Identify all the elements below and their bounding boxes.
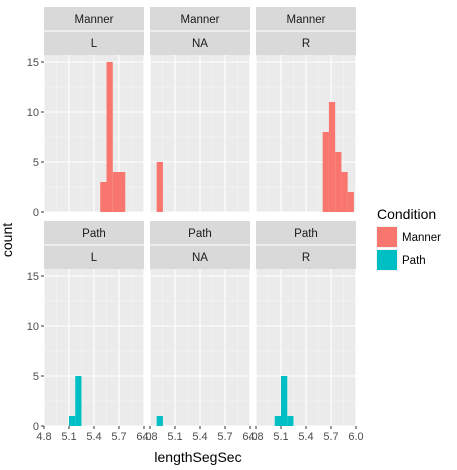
facet-row-label: Manner bbox=[75, 14, 114, 26]
y-tick-label: 10 bbox=[27, 107, 39, 119]
facet-col-label: R bbox=[302, 38, 310, 50]
facet-row-label: Manner bbox=[181, 14, 220, 26]
histogram-bar bbox=[112, 172, 119, 212]
x-tick-label: 5.4 bbox=[86, 431, 101, 443]
histogram-bar bbox=[119, 172, 126, 212]
histogram-bar bbox=[69, 416, 76, 426]
x-tick-label: 5.4 bbox=[298, 431, 313, 443]
facet-strip-col bbox=[256, 245, 356, 269]
legend-label: Manner bbox=[402, 232, 441, 244]
histogram-bar bbox=[322, 132, 329, 212]
x-tick-label: 4.8 bbox=[36, 431, 51, 443]
y-tick-label: 10 bbox=[27, 321, 39, 333]
y-tick-label: 15 bbox=[27, 271, 39, 283]
histogram-bar bbox=[106, 62, 113, 212]
panels-layer: Manner L Manner NA Manner R Path L Path NA Path R bbox=[43, 7, 357, 427]
facet-strip-row bbox=[256, 7, 356, 31]
facet-strip-row bbox=[150, 7, 250, 31]
y-axis-title: count bbox=[0, 223, 15, 257]
legend-title: Condition bbox=[377, 206, 436, 222]
y-tick-label: 15 bbox=[27, 57, 39, 69]
x-tick-label: 5.1 bbox=[61, 431, 76, 443]
x-tick-label: 5.1 bbox=[167, 431, 182, 443]
x-tick-label: 6.0 bbox=[136, 431, 151, 443]
facet-strip-col bbox=[150, 31, 250, 55]
facet-col-label: NA bbox=[192, 38, 208, 50]
histogram-bar bbox=[328, 102, 336, 212]
histogram-bar bbox=[156, 162, 163, 212]
y-tick-label: 5 bbox=[33, 371, 39, 383]
legend: Condition Manner Path bbox=[376, 206, 441, 271]
facet-strip-row bbox=[44, 221, 144, 245]
y-tick-label: 5 bbox=[33, 157, 39, 169]
facet-strip-col bbox=[44, 31, 144, 55]
facet-row-label: Path bbox=[82, 228, 106, 240]
panel-path-r: Path R bbox=[255, 221, 357, 427]
histogram-bar bbox=[156, 416, 163, 426]
legend-swatch bbox=[377, 250, 397, 270]
facet-strip-row bbox=[256, 221, 356, 245]
panel-path-na: Path NA bbox=[149, 221, 251, 427]
facet-row-label: Path bbox=[294, 228, 318, 240]
histogram-bar bbox=[274, 416, 281, 426]
facet-col-label: L bbox=[91, 38, 98, 50]
histogram-bar bbox=[347, 192, 354, 212]
x-tick-label: 6.0 bbox=[242, 431, 257, 443]
x-tick-label: 5.7 bbox=[323, 431, 338, 443]
x-tick-label: 5.4 bbox=[192, 431, 207, 443]
x-tick-label: 5.1 bbox=[273, 431, 288, 443]
panel-path-l: Path L bbox=[43, 221, 145, 427]
facet-col-label: NA bbox=[192, 252, 208, 264]
x-tick-label: 5.7 bbox=[217, 431, 232, 443]
y-tick-label: 0 bbox=[33, 421, 39, 433]
x-tick-label: 4.8 bbox=[142, 431, 157, 443]
y-tick-label: 0 bbox=[33, 207, 39, 219]
facet-col-label: R bbox=[302, 252, 310, 264]
panel-manner-na: Manner NA bbox=[149, 7, 251, 213]
x-tick-label: 6.0 bbox=[348, 431, 363, 443]
x-tick-label: 4.8 bbox=[248, 431, 263, 443]
legend-label: Path bbox=[402, 255, 426, 267]
legend-swatch bbox=[377, 227, 397, 247]
facet-strip-row bbox=[44, 7, 144, 31]
facet-row-label: Path bbox=[188, 228, 212, 240]
histogram-bar bbox=[100, 182, 107, 212]
facet-strip-col bbox=[44, 245, 144, 269]
x-axis-title: lengthSegSec bbox=[154, 449, 241, 465]
histogram-bar bbox=[75, 376, 82, 426]
histogram-bar bbox=[341, 172, 348, 212]
facet-strip-row bbox=[150, 221, 250, 245]
panel-manner-l: Manner L bbox=[43, 7, 145, 213]
histogram-bar bbox=[287, 416, 294, 426]
facet-strip-col bbox=[256, 31, 356, 55]
histogram-bar bbox=[335, 152, 342, 212]
facet-row-label: Manner bbox=[287, 14, 326, 26]
facet-strip-col bbox=[150, 245, 250, 269]
panel-manner-r: Manner R bbox=[255, 7, 357, 213]
histogram-bar bbox=[281, 376, 288, 426]
facet-col-label: L bbox=[91, 252, 98, 264]
x-tick-label: 5.7 bbox=[111, 431, 126, 443]
